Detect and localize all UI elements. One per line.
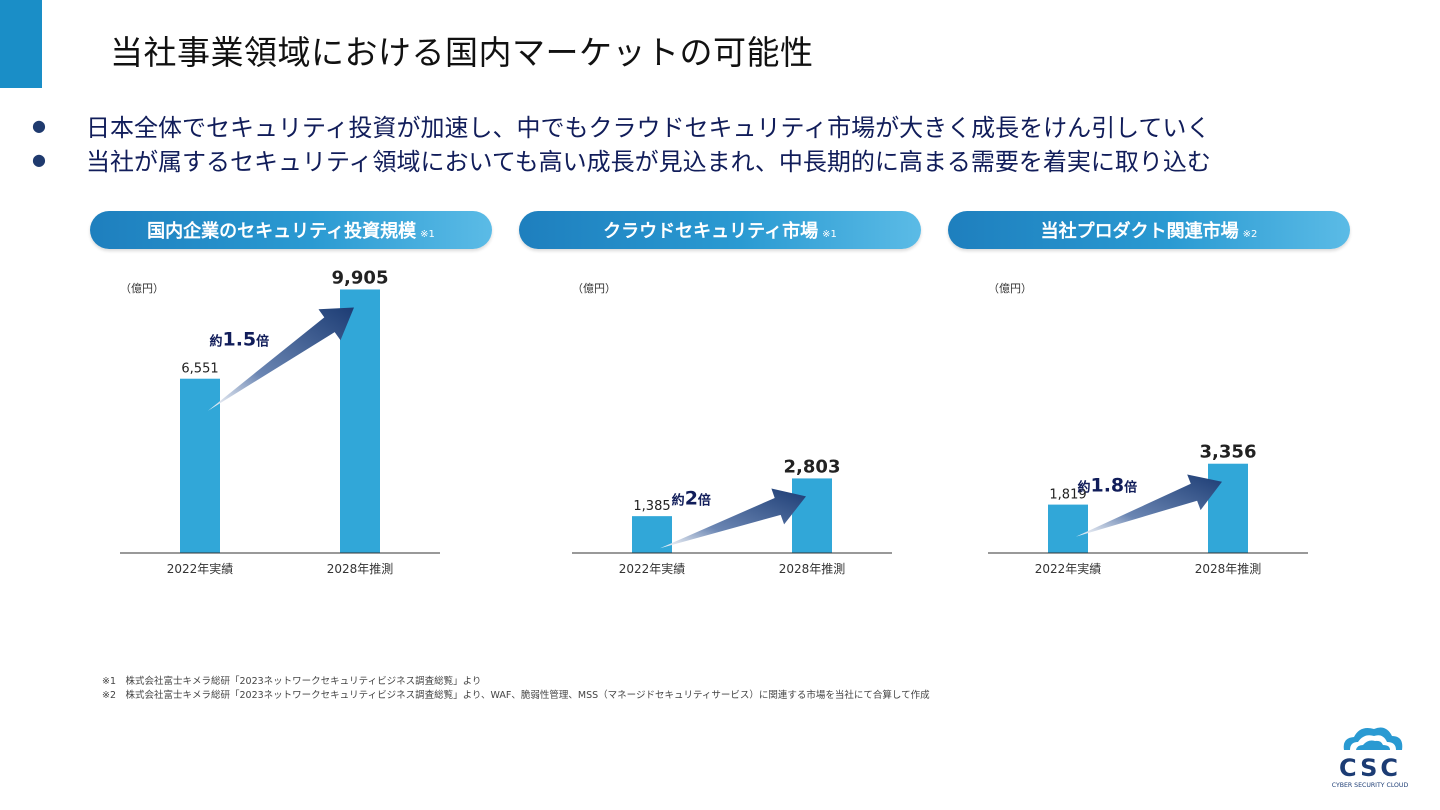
svg-text:CYBER SECURITY CLOUD: CYBER SECURITY CLOUD [1332,782,1409,789]
bullet-item: ● 日本全体でセキュリティ投資が加速し、中でもクラウドセキュリティ市場が大きく成… [30,108,1420,142]
chart-investment-scale: （億円） 6,551 2022年実績 9,905 2028年推測 約1.5倍 [120,270,440,576]
bullet-text: 日本全体でセキュリティ投資が加速し、中でもクラウドセキュリティ市場が大きく成長を… [86,113,1211,142]
bullet-item: ● 当社が属するセキュリティ領域においても高い成長が見込まれ、中長期的に高まる需… [30,142,1420,176]
bullet-text: 当社が属するセキュリティ領域においても高い成長が見込まれ、中長期的に高まる需要を… [86,147,1211,176]
category-label: 2022年実績 [167,561,234,576]
unit-label: （億円） [120,282,164,295]
category-label: 2022年実績 [1035,561,1102,576]
pill-note: ※2 [1242,228,1258,240]
page-title: 当社事業領域における国内マーケットの可能性 [110,33,814,72]
bullet-marker-icon: ● [32,115,46,135]
chart-header-pill: クラウドセキュリティ市場 ※1 [519,211,921,249]
value-label: 3,356 [1200,442,1257,463]
growth-arrow [1076,474,1222,537]
growth-label: 約1.8倍 [1077,475,1137,497]
unit-label: （億円） [572,282,616,295]
chart-cloud-security-market: （億円） 1,385 2022年実績 2,803 2028年推測 約2倍 [572,282,892,576]
chart-header-pill: 当社プロダクト関連市場 ※2 [948,211,1350,249]
bullet-list: ● 日本全体でセキュリティ投資が加速し、中でもクラウドセキュリティ市場が大きく成… [30,108,1420,176]
category-label: 2028年推測 [327,562,394,576]
category-label: 2022年実績 [619,561,686,576]
pill-note: ※1 [822,228,837,240]
bar [632,516,672,553]
bar [1048,504,1088,553]
bar [180,378,220,553]
pill-note: ※1 [420,228,435,240]
value-label: 1,385 [633,499,670,514]
chart-product-market: （億円） 1,819 2022年実績 3,356 2028年推測 約1.8倍 [988,282,1308,576]
value-label: 2,803 [784,456,841,477]
chart-header-pill: 国内企業のセキュリティ投資規模 ※1 [90,211,492,249]
pill-label: クラウドセキュリティ市場 [603,221,819,242]
growth-arrow [660,488,806,549]
category-label: 2028年推測 [1195,562,1262,576]
value-label: 9,905 [332,270,389,288]
accent-block [0,0,42,88]
category-label: 2028年推測 [779,562,846,576]
cloud-icon [1343,727,1403,750]
csc-logo: CSC CYBER SECURITY CLOUD [1332,727,1409,789]
growth-label: 約1.5倍 [209,328,269,350]
growth-label: 約2倍 [672,487,711,509]
footnotes: ※1 株式会社富士キメラ総研「2023ネットワークセキュリティビジネス調査総覧」… [102,675,930,703]
svg-text:CSC: CSC [1339,754,1401,782]
bullet-marker-icon: ● [32,149,46,169]
bar [792,478,832,553]
bar [1208,463,1248,553]
value-label: 1,819 [1049,488,1086,503]
growth-arrow [208,307,354,411]
footnote: ※1 株式会社富士キメラ総研「2023ネットワークセキュリティビジネス調査総覧」… [102,676,482,687]
bar [340,289,380,553]
unit-label: （億円） [988,282,1032,295]
pill-label: 当社プロダクト関連市場 [1040,221,1239,242]
value-label: 6,551 [181,362,218,377]
pill-label: 国内企業のセキュリティ投資規模 [147,221,417,242]
footnote: ※2 株式会社富士キメラ総研「2023ネットワークセキュリティビジネス調査総覧」… [102,690,930,701]
